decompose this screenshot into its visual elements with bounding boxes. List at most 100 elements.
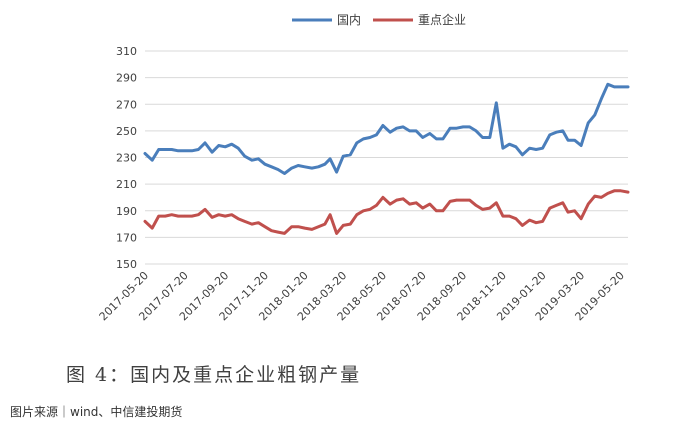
y-tick-label: 150 [116,258,137,271]
data-point [355,213,358,216]
data-point [441,209,445,212]
data-point [270,165,273,168]
data-point [395,198,398,202]
data-point [408,129,411,133]
data-point [534,221,538,224]
y-tick-label: 270 [116,98,137,111]
figure-caption: 图 4：国内及重点企业粗钢产量 [66,364,362,386]
data-point [606,83,609,86]
data-point [297,225,300,228]
data-point [143,152,147,155]
data-point [421,206,424,210]
data-point [224,214,227,218]
data-point [587,202,590,206]
data-point [541,220,544,223]
data-point [203,141,207,145]
y-tick-label: 290 [116,72,137,85]
data-point [514,145,518,148]
data-point [342,155,345,158]
data-point [619,189,622,192]
data-point [328,213,332,216]
data-point [368,136,372,139]
legend-label-key-enterprises: 重点企业 [418,12,466,27]
data-point [310,228,314,231]
data-point [566,210,570,214]
data-point [461,198,465,202]
data-point [481,136,484,139]
data-point [561,201,564,204]
data-point [230,143,233,146]
data-point [481,208,484,211]
y-tick-label: 170 [116,231,137,244]
data-point [579,217,583,220]
data-point [495,201,498,204]
series-points [143,83,630,175]
data-point [170,213,173,216]
data-point [448,127,452,130]
y-tick-label: 250 [116,125,137,138]
data-point [508,214,511,218]
data-point [297,164,300,167]
data-point [157,214,160,218]
data-point [323,163,327,166]
data-point [335,170,338,174]
data-point [197,148,200,151]
data-point [170,148,173,151]
data-point [435,137,438,141]
data-point [514,217,518,220]
data-point [157,148,160,151]
data-point [441,137,445,141]
series-line-domestic [143,82,630,175]
line-chart: 国内 重点企业 150 170 190 210 230 250 270 290 310 2017… [97,12,630,323]
data-point [290,225,293,228]
y-tick-label: 230 [116,152,137,165]
data-point [428,202,431,206]
data-point [448,200,452,203]
data-point [381,196,385,199]
data-point [600,97,603,101]
data-point [237,147,240,150]
data-point [151,226,154,230]
y-tick-label: 190 [116,205,137,218]
legend: 国内 重点企业 [292,12,466,27]
data-point [263,163,267,166]
data-point [566,139,570,142]
data-point [217,144,220,147]
data-point [388,131,392,134]
data-point [613,85,616,89]
data-point [217,213,220,216]
data-point [317,165,320,168]
source-note: 图片来源｜wind、中信建投期货 [10,405,183,419]
data-point [401,125,405,129]
data-point [243,220,246,223]
data-point [328,157,332,160]
data-point [428,132,431,135]
data-point [555,204,558,207]
data-point [455,198,458,202]
y-tick-label: 310 [116,45,137,58]
data-point [626,190,630,194]
data-point [164,148,167,151]
data-point [317,225,320,228]
data-point [548,133,551,137]
data-point [626,85,630,89]
data-point [310,166,314,170]
legend-label-domestic: 国内 [337,13,361,27]
data-point [290,166,293,170]
data-point [375,133,378,137]
data-point [381,124,385,127]
data-point [164,214,167,218]
data-point [190,214,194,218]
data-point [587,121,590,125]
data-point [263,225,267,228]
data-point [303,226,306,230]
data-point [573,139,576,142]
data-point [501,147,505,150]
data-point [355,141,358,145]
data-point [468,198,471,202]
data-point [375,204,378,207]
data-point [593,113,596,117]
data-point [534,148,538,151]
data-point [183,149,186,152]
data-point [415,129,418,133]
